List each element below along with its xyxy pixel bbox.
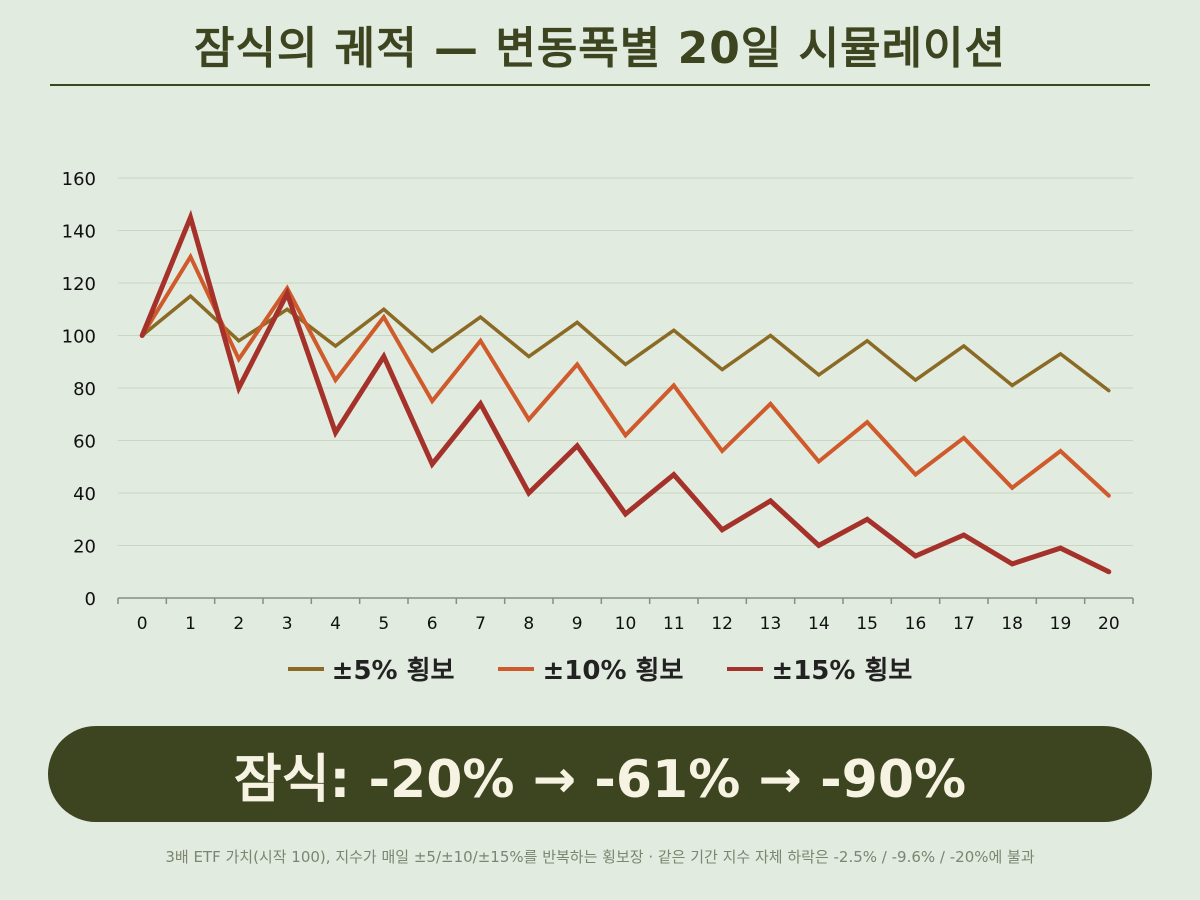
legend-swatch-5pct xyxy=(287,666,324,671)
x-tick-label: 13 xyxy=(760,614,782,634)
x-tick-label: 18 xyxy=(1001,614,1023,634)
legend-swatch-10pct xyxy=(498,666,535,671)
legend-label-10pct: ±10% 횡보 xyxy=(542,656,684,686)
x-tick-label: 3 xyxy=(282,614,293,634)
summary-banner: 잠식: -20% → -61% → -90% xyxy=(48,726,1152,822)
title-divider xyxy=(50,84,1150,86)
x-tick-label: 19 xyxy=(1050,614,1072,634)
y-tick-label: 60 xyxy=(73,432,96,453)
x-tick-label: 8 xyxy=(523,614,534,634)
y-tick-label: 40 xyxy=(73,484,96,505)
x-tick-label: 4 xyxy=(330,614,341,634)
y-tick-label: 80 xyxy=(73,379,96,400)
series-line-1 xyxy=(140,293,1111,393)
y-tick-label: 120 xyxy=(62,274,96,295)
x-tick-label: 0 xyxy=(137,614,148,634)
x-tick-label: 6 xyxy=(427,614,438,634)
x-tick-label: 16 xyxy=(905,614,927,634)
y-tick-label: 20 xyxy=(73,537,96,558)
legend-item-10pct: ±10% 횡보 xyxy=(498,650,683,687)
x-tick-label: 2 xyxy=(233,614,244,634)
x-tick-label: 9 xyxy=(572,614,583,634)
legend-item-5pct: ±5% 횡보 xyxy=(287,650,455,687)
x-tick-label: 20 xyxy=(1098,614,1120,634)
x-tick-label: 14 xyxy=(808,614,830,634)
y-tick-label: 100 xyxy=(62,327,96,348)
x-tick-label: 17 xyxy=(953,614,975,634)
legend-item-15pct: ±15% 횡보 xyxy=(727,650,912,687)
footnote: 3배 ETF 가치(시작 100), 지수가 매일 ±5/±10/±15%를 반… xyxy=(165,848,1035,866)
legend: ±5% 횡보 ±10% 횡보 ±15% 횡보 xyxy=(0,650,1200,687)
series-line-3 xyxy=(139,209,1112,575)
x-tick-label: 15 xyxy=(856,614,878,634)
y-tick-label: 160 xyxy=(62,169,96,190)
x-tick-label: 11 xyxy=(663,614,685,634)
summary-text: 잠식: -20% → -61% → -90% xyxy=(233,749,967,810)
x-tick-label: 10 xyxy=(615,614,637,634)
x-tick-label: 1 xyxy=(185,614,196,634)
x-tick-label: 7 xyxy=(475,614,486,634)
series-line-2 xyxy=(140,252,1111,498)
y-tick-label: 140 xyxy=(62,222,96,243)
legend-label-15pct: ±15% 횡보 xyxy=(771,656,913,686)
x-tick-label: 12 xyxy=(711,614,733,634)
legend-label-5pct: ±5% 횡보 xyxy=(331,656,455,686)
chart-title: 잠식의 궤적 — 변동폭별 20일 시뮬레이션 xyxy=(193,23,1007,74)
y-tick-label: 0 xyxy=(85,589,96,610)
legend-swatch-15pct xyxy=(727,666,764,671)
x-tick-label: 5 xyxy=(378,614,389,634)
